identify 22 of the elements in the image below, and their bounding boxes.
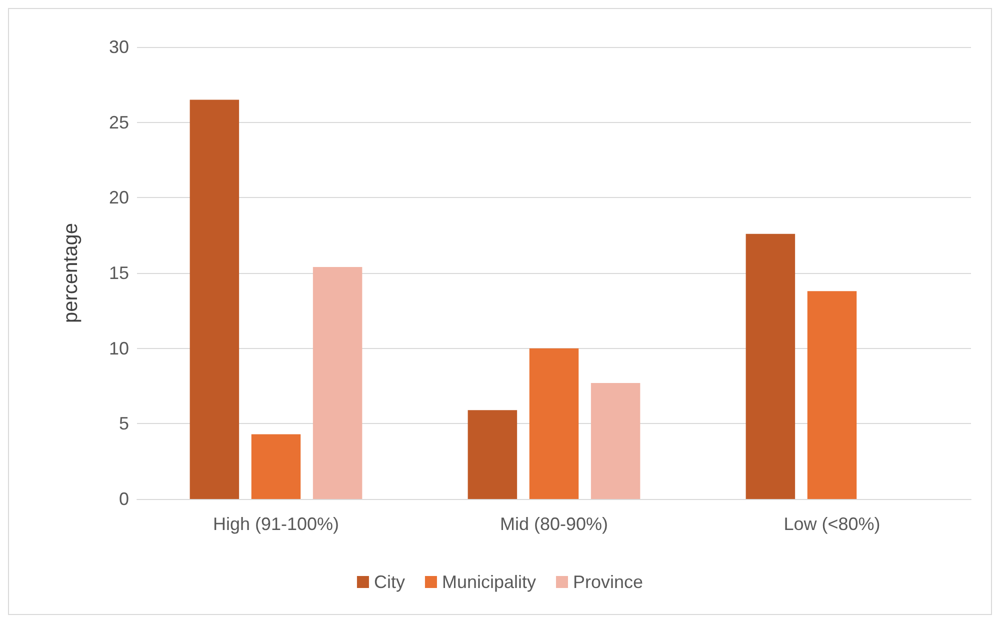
x-tick-label: Low (<80%) <box>784 514 880 534</box>
y-tick-label: 25 <box>108 112 129 132</box>
y-axis-title: percentage <box>60 222 82 324</box>
x-tick-label: Mid (80-90%) <box>500 514 608 534</box>
bar <box>529 348 579 499</box>
y-tick-label: 30 <box>108 37 129 57</box>
bar <box>251 434 301 499</box>
bar <box>468 410 518 499</box>
y-tick-label: 0 <box>118 489 129 509</box>
y-tick-label: 15 <box>108 263 129 283</box>
legend-label: Municipality <box>442 572 536 592</box>
legend-label: Province <box>573 572 644 592</box>
legend-label: City <box>374 572 405 592</box>
y-tick-label: 10 <box>108 338 129 358</box>
bar <box>312 266 362 499</box>
bar <box>590 382 640 499</box>
bar <box>746 234 796 499</box>
bar <box>807 291 857 499</box>
y-tick-label: 20 <box>108 188 129 208</box>
bar <box>190 100 240 499</box>
x-tick-label: High (91-100%) <box>212 514 340 534</box>
y-tick-label: 5 <box>118 414 129 434</box>
